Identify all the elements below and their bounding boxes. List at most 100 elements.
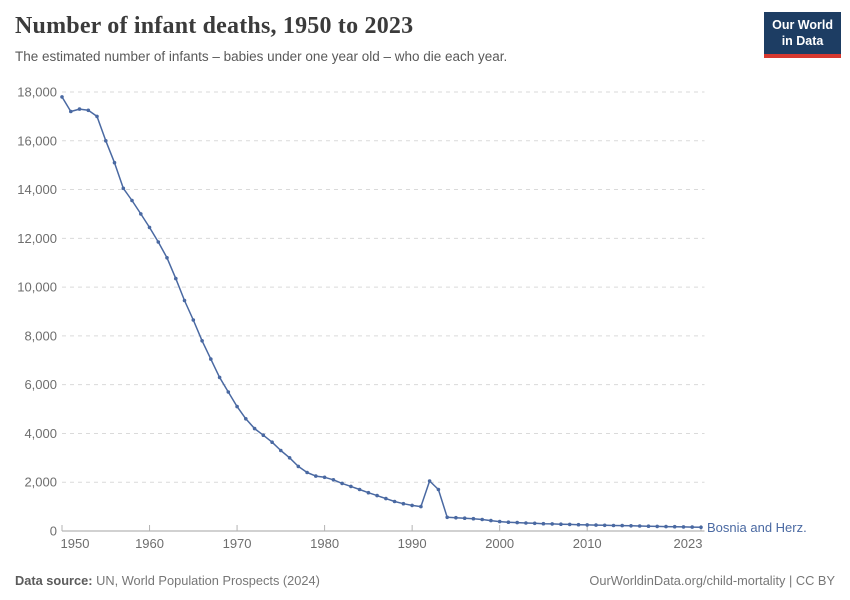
data-point[interactable] [165, 256, 169, 260]
x-axis-label: 1950 [61, 536, 90, 551]
data-point[interactable] [104, 139, 108, 143]
data-point[interactable] [235, 404, 239, 409]
data-point[interactable] [602, 523, 607, 528]
data-point[interactable] [567, 522, 572, 527]
data-point[interactable] [629, 524, 633, 528]
data-point[interactable] [147, 225, 152, 230]
data-point[interactable] [392, 499, 397, 504]
data-point[interactable] [226, 390, 231, 394]
data-point[interactable] [655, 524, 659, 529]
data-line[interactable] [61, 96, 702, 529]
data-point[interactable] [69, 109, 73, 114]
data-point[interactable] [594, 523, 598, 527]
data-point[interactable] [156, 240, 161, 244]
data-point[interactable] [532, 521, 537, 526]
data-point[interactable] [489, 518, 493, 523]
data-point[interactable] [130, 198, 134, 203]
data-point[interactable] [506, 520, 511, 524]
data-point[interactable] [620, 523, 624, 528]
owid-logo-line2: in Data [781, 34, 824, 49]
data-point[interactable] [314, 474, 318, 478]
data-point[interactable] [349, 484, 353, 489]
data-point[interactable] [515, 520, 519, 525]
data-point[interactable] [375, 493, 379, 498]
x-axis-label: 1970 [223, 536, 252, 551]
data-point[interactable] [541, 521, 546, 526]
y-axis-label: 0 [50, 524, 57, 539]
data-point[interactable] [672, 524, 677, 529]
x-axis-label: 1980 [310, 536, 339, 551]
data-point[interactable] [637, 524, 642, 528]
data-point[interactable] [112, 160, 117, 165]
data-point[interactable] [252, 426, 257, 431]
data-source-label: Data source: [15, 573, 93, 588]
data-point[interactable] [244, 417, 248, 421]
data-point[interactable] [86, 108, 91, 113]
data-point[interactable] [576, 522, 581, 527]
data-point[interactable] [427, 479, 432, 483]
data-point[interactable] [471, 516, 476, 521]
data-point[interactable] [121, 186, 126, 191]
data-point[interactable] [95, 114, 99, 119]
credit-link[interactable]: OurWorldinData.org/child-mortality | CC … [589, 573, 835, 588]
owid-logo[interactable]: Our World in Data [764, 12, 841, 58]
data-point[interactable] [436, 487, 441, 492]
data-point[interactable] [559, 522, 563, 526]
data-point[interactable] [454, 515, 458, 520]
x-axis-label: 1990 [398, 536, 427, 551]
y-axis-label: 14,000 [17, 182, 57, 197]
data-point[interactable] [664, 524, 668, 529]
data-point[interactable] [331, 478, 336, 482]
data-point[interactable] [296, 464, 301, 469]
data-point[interactable] [287, 456, 292, 460]
data-point[interactable] [217, 375, 222, 380]
y-axis-label: 6,000 [24, 377, 57, 392]
data-point[interactable] [410, 503, 414, 508]
data-point[interactable] [462, 516, 467, 520]
y-axis-label: 18,000 [17, 85, 57, 100]
header-text: Number of infant deaths, 1950 to 2023 Th… [15, 12, 507, 65]
data-point[interactable] [200, 339, 204, 343]
data-point[interactable] [550, 522, 554, 526]
data-point[interactable] [174, 276, 178, 281]
x-axis-label: 2010 [573, 536, 602, 551]
data-source: Data source: UN, World Population Prospe… [15, 573, 320, 588]
data-point[interactable] [611, 523, 616, 528]
data-point[interactable] [384, 496, 388, 501]
y-axis-label: 16,000 [17, 133, 57, 148]
data-point[interactable] [690, 525, 694, 529]
data-point[interactable] [699, 525, 703, 530]
data-point[interactable] [60, 95, 64, 99]
data-point[interactable] [305, 470, 309, 475]
page-title: Number of infant deaths, 1950 to 2023 [15, 13, 414, 39]
data-point[interactable] [524, 521, 528, 525]
data-point[interactable] [209, 357, 213, 361]
data-point[interactable] [480, 517, 485, 522]
data-point[interactable] [585, 523, 589, 527]
data-point[interactable] [681, 525, 686, 529]
data-point[interactable] [279, 448, 283, 453]
data-point[interactable] [191, 318, 196, 322]
data-point[interactable] [340, 481, 344, 486]
y-axis-label: 12,000 [17, 231, 57, 246]
chart-subtitle: The estimated number of infants – babies… [15, 48, 508, 64]
data-point[interactable] [419, 504, 423, 509]
data-point[interactable] [366, 490, 371, 495]
data-point[interactable] [497, 519, 502, 524]
data-point[interactable] [77, 107, 82, 111]
y-axis-label: 4,000 [24, 426, 57, 441]
data-point[interactable] [401, 501, 406, 506]
data-point[interactable] [261, 433, 266, 438]
data-point[interactable] [182, 298, 187, 303]
data-point[interactable] [322, 475, 327, 480]
data-point[interactable] [445, 515, 450, 520]
chart-footer: Data source: UN, World Population Prospe… [15, 573, 835, 588]
data-point[interactable] [139, 212, 143, 216]
data-point[interactable] [357, 487, 362, 492]
data-point[interactable] [270, 440, 274, 445]
data-point[interactable] [646, 524, 651, 528]
entity-label[interactable]: Bosnia and Herz. [707, 520, 807, 535]
x-axis-label: 2023 [674, 536, 703, 551]
y-axis-label: 2,000 [24, 475, 57, 490]
